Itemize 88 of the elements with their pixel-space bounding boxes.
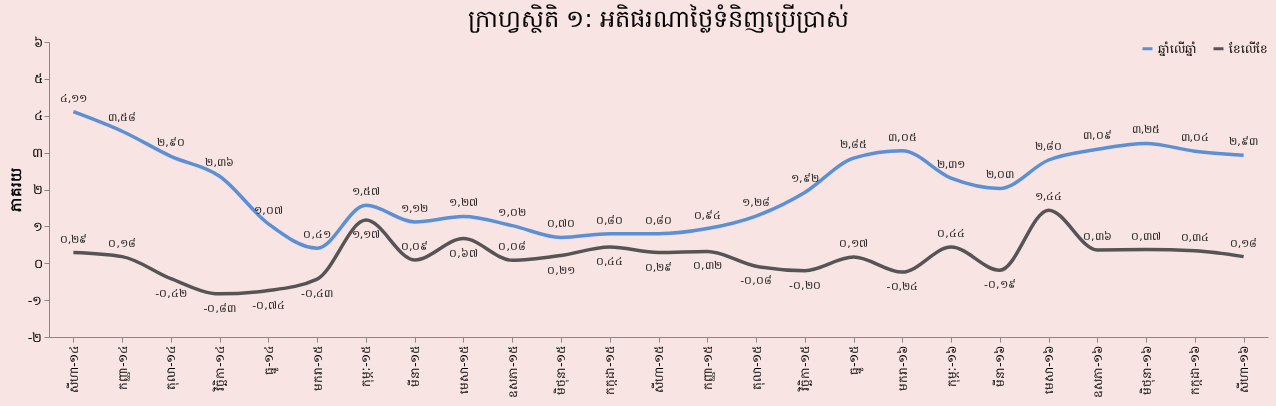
legend-label: ឆ្នាំលើឆ្នាំ (1158, 40, 1197, 56)
chart-title: ក្រាហ្វស្ថិតិ ១: អតិផរណាថ្លៃទំនិញប្រើប្រាស់ (467, 4, 850, 33)
y-tick-label: ១ (32, 218, 43, 234)
data-label: ០,៦៧ (449, 246, 478, 260)
data-label: ០,២១ (547, 263, 575, 277)
data-label: ២,០៣ (985, 168, 1015, 182)
data-label: ០,១៨ (1229, 236, 1258, 250)
data-label: ០,៣៦ (1083, 229, 1112, 243)
data-label: ០,២៩ (59, 232, 88, 246)
data-label: ០,៣៤ (1180, 230, 1210, 244)
x-tick-label: វិច្ឆិកា-១៥ (797, 344, 813, 392)
data-label: -០,២៤ (886, 280, 919, 294)
data-label: ០,០៩ (400, 239, 429, 253)
data-label: ១,៥៧ (351, 185, 381, 199)
data-label: ០,៤១ (303, 228, 331, 242)
y-axis-title: ភាគរយ (6, 168, 25, 212)
x-tick-label: សីហា-១៤ (65, 344, 81, 393)
data-label: ១,០៧ (254, 203, 283, 217)
y-tick-label: ៦ (33, 34, 43, 50)
data-label: ២,៨៥ (839, 138, 868, 152)
data-label: ៣,៥៨ (107, 111, 137, 125)
x-tick-label: មេសា-១៦ (1042, 344, 1057, 394)
data-label: -០,០៨ (740, 274, 772, 288)
y-tick-label: ២ (32, 182, 43, 197)
x-tick-label: តុលា-១៥ (749, 344, 765, 390)
x-tick-label: មករា-១៥ (310, 344, 325, 391)
data-label: ១,០២ (498, 205, 526, 219)
x-tick-label: កក្កដា-១៥ (603, 344, 618, 395)
data-label: ០,៨០ (644, 213, 673, 227)
data-label: ០,៧០ (546, 217, 576, 231)
x-tick-label: កញ្ញា-១៥ (700, 344, 715, 390)
x-tick-label: វិច្ឆិកា-១៤ (212, 344, 228, 392)
data-label: ២,៩៣ (1229, 135, 1258, 149)
data-label: ២,៩០ (157, 136, 185, 150)
data-label: ១,៤៤ (1034, 190, 1063, 204)
y-tick-label: -២ (27, 329, 43, 345)
data-label: ៣,០៩ (1083, 129, 1112, 143)
data-label: ១,៩២ (791, 172, 819, 186)
data-label: ១,២៨ (742, 196, 770, 210)
data-label: ០,០៨ (498, 240, 526, 254)
data-label: ០,៨០ (595, 213, 624, 227)
x-tick-label: កុម្ភៈ-១៥ (359, 344, 375, 387)
data-label: ០,៣៧ (1131, 229, 1161, 243)
data-label: ០,២៩ (644, 260, 673, 274)
data-label: ០,៤៤ (937, 227, 965, 241)
data-label: ០,១៨ (108, 236, 136, 250)
data-label: ១,១២ (400, 201, 429, 215)
x-tick-label: ធ្នូ-១៤ (261, 344, 279, 375)
x-tick-label: មករា-១៦ (895, 344, 910, 391)
data-label: -០,៤២ (155, 286, 187, 300)
x-tick-label: ឧសភា-១៦ (1090, 344, 1105, 398)
x-tick-label: កញ្ញា-១៤ (115, 344, 130, 390)
x-tick-label: មេសា-១៥ (456, 344, 471, 394)
y-tick-label: ៣ (31, 145, 43, 161)
x-tick-label: កក្កដា-១៦ (1188, 344, 1203, 395)
data-label: ២,៣១ (936, 158, 966, 172)
data-label: ៤,១១ (59, 91, 88, 105)
x-tick-label: ធ្នូ-១៥ (847, 344, 865, 375)
data-label: -០,១៩ (984, 278, 1016, 292)
data-label: ១,១៧ (351, 228, 381, 242)
data-label: ៣,០៤ (1180, 131, 1210, 145)
data-label: ០,៤៤ (595, 255, 624, 269)
data-label: -០,២០ (789, 278, 821, 292)
y-tick-label: ៤ (33, 108, 43, 124)
x-tick-label: មីនា-១៦ (992, 344, 1008, 387)
data-label: ៣,០៥ (888, 130, 917, 144)
y-tick-label: ៥ (33, 71, 43, 87)
data-label: -០,៧៤ (252, 298, 285, 312)
x-tick-label: សីហា-១៥ (651, 344, 666, 393)
x-tick-label: មីនា-១៥ (407, 344, 423, 387)
x-tick-label: មិថុនា-១៥ (553, 344, 570, 395)
x-tick-label: មិថុនា-១៦ (1138, 344, 1155, 395)
data-label: -០,៤៣ (300, 287, 334, 301)
y-tick-label: -១ (27, 292, 43, 308)
data-label: ២,៨០ (1034, 140, 1063, 153)
data-label: ០,៣២ (693, 259, 722, 273)
data-label: ០,១៧ (839, 236, 868, 250)
data-label: ១,២៧ (449, 196, 478, 210)
data-label: ២,៣៦ (205, 156, 234, 170)
y-tick-label: ០ (33, 255, 43, 271)
data-label: -០,៨៣ (203, 301, 236, 315)
data-label: ០,៩៤ (693, 208, 722, 222)
x-tick-label: សីហា-១៦ (1236, 344, 1252, 393)
x-tick-label: ឧសភា-១៥ (505, 344, 520, 398)
legend-label: ខែលើខែ (1229, 40, 1268, 56)
x-tick-label: តុលា-១៤ (164, 344, 180, 390)
data-label: ៣,២៥ (1131, 123, 1161, 137)
x-tick-label: កុម្ភៈ-១៦ (944, 344, 960, 387)
